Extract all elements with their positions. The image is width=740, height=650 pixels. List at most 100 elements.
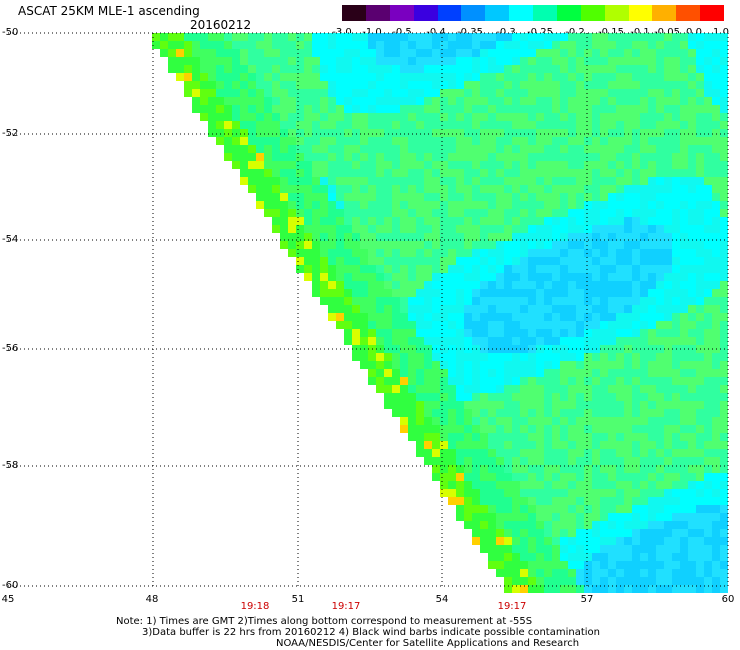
swath-cell (448, 153, 456, 161)
swath-cell (320, 81, 328, 89)
swath-cell (568, 489, 576, 497)
swath-cell (568, 529, 576, 537)
swath-cell (576, 241, 584, 249)
swath-cell (456, 313, 464, 321)
swath-cell (408, 257, 416, 265)
swath-cell (624, 257, 632, 265)
swath-cell (656, 193, 664, 201)
swath-cell (464, 369, 472, 377)
swath-cell (600, 217, 608, 225)
swath-cell (688, 529, 696, 537)
swath-cell (216, 41, 224, 49)
swath-cell (608, 513, 616, 521)
swath-cell (648, 217, 656, 225)
swath-cell (448, 89, 456, 97)
swath-cell (304, 249, 312, 257)
swath-cell (416, 337, 424, 345)
swath-cell (584, 73, 592, 81)
swath-cell (696, 313, 704, 321)
swath-cell (384, 81, 392, 89)
note-line-2: 3)Data buffer is 22 hrs from 20160212 4)… (142, 627, 600, 638)
swath-cell (592, 561, 600, 569)
swath-cell (656, 481, 664, 489)
swath-cell (368, 49, 376, 57)
swath-cell (616, 457, 624, 465)
swath-cell (384, 145, 392, 153)
swath-cell (512, 385, 520, 393)
swath-cell (280, 145, 288, 153)
swath-cell (568, 241, 576, 249)
swath-cell (608, 241, 616, 249)
swath-cell (448, 361, 456, 369)
swath-cell (600, 545, 608, 553)
swath-cell (456, 233, 464, 241)
swath-cell (528, 265, 536, 273)
swath-cell (624, 513, 632, 521)
swath-cell (512, 505, 520, 513)
swath-cell (688, 249, 696, 257)
swath-cell (600, 257, 608, 265)
swath-cell (656, 241, 664, 249)
swath-cell (720, 49, 728, 57)
swath-cell (504, 257, 512, 265)
swath-cell (344, 121, 352, 129)
swath-cell (584, 361, 592, 369)
swath-cell (328, 105, 336, 113)
swath-cell (552, 481, 560, 489)
swath-cell (664, 425, 672, 433)
swath-cell (712, 441, 720, 449)
swath-cell (656, 521, 664, 529)
swath-cell (688, 65, 696, 73)
swath-cell (544, 257, 552, 265)
swath-cell (440, 201, 448, 209)
swath-cell (592, 425, 600, 433)
swath-cell (376, 289, 384, 297)
swath-cell (512, 441, 520, 449)
swath-cell (688, 569, 696, 577)
swath-cell (568, 329, 576, 337)
swath-cell (368, 297, 376, 305)
swath-cell (616, 409, 624, 417)
swath-cell (536, 121, 544, 129)
swath-cell (640, 49, 648, 57)
swath-cell (632, 89, 640, 97)
swath-cell (640, 545, 648, 553)
swath-cell (720, 465, 728, 473)
swath-cell (536, 241, 544, 249)
swath-cell (568, 505, 576, 513)
swath-cell (712, 545, 720, 553)
swath-cell (352, 97, 360, 105)
swath-cell (256, 65, 264, 73)
swath-cell (592, 209, 600, 217)
swath-cell (680, 33, 688, 41)
swath-cell (168, 49, 176, 57)
swath-cell (504, 569, 512, 577)
swath-cell (496, 361, 504, 369)
swath-cell (688, 473, 696, 481)
swath-cell (712, 281, 720, 289)
swath-cell (528, 521, 536, 529)
swath-cell (664, 553, 672, 561)
swath-cell (720, 225, 728, 233)
swath-cell (488, 497, 496, 505)
swath-cell (712, 329, 720, 337)
swath-cell (480, 65, 488, 73)
swath-cell (512, 305, 520, 313)
swath-cell (616, 177, 624, 185)
swath-cell (504, 33, 512, 41)
swath-cell (712, 41, 720, 49)
swath-cell (680, 569, 688, 577)
swath-cell (504, 289, 512, 297)
swath-cell (472, 241, 480, 249)
swath-cell (528, 193, 536, 201)
swath-cell (656, 393, 664, 401)
swath-cell (496, 281, 504, 289)
swath-cell (496, 153, 504, 161)
swath-cell (392, 129, 400, 137)
swath-cell (520, 369, 528, 377)
swath-cell (416, 329, 424, 337)
swath-cell (664, 153, 672, 161)
swath-cell (472, 33, 480, 41)
swath-cell (720, 353, 728, 361)
swath-cell (624, 449, 632, 457)
